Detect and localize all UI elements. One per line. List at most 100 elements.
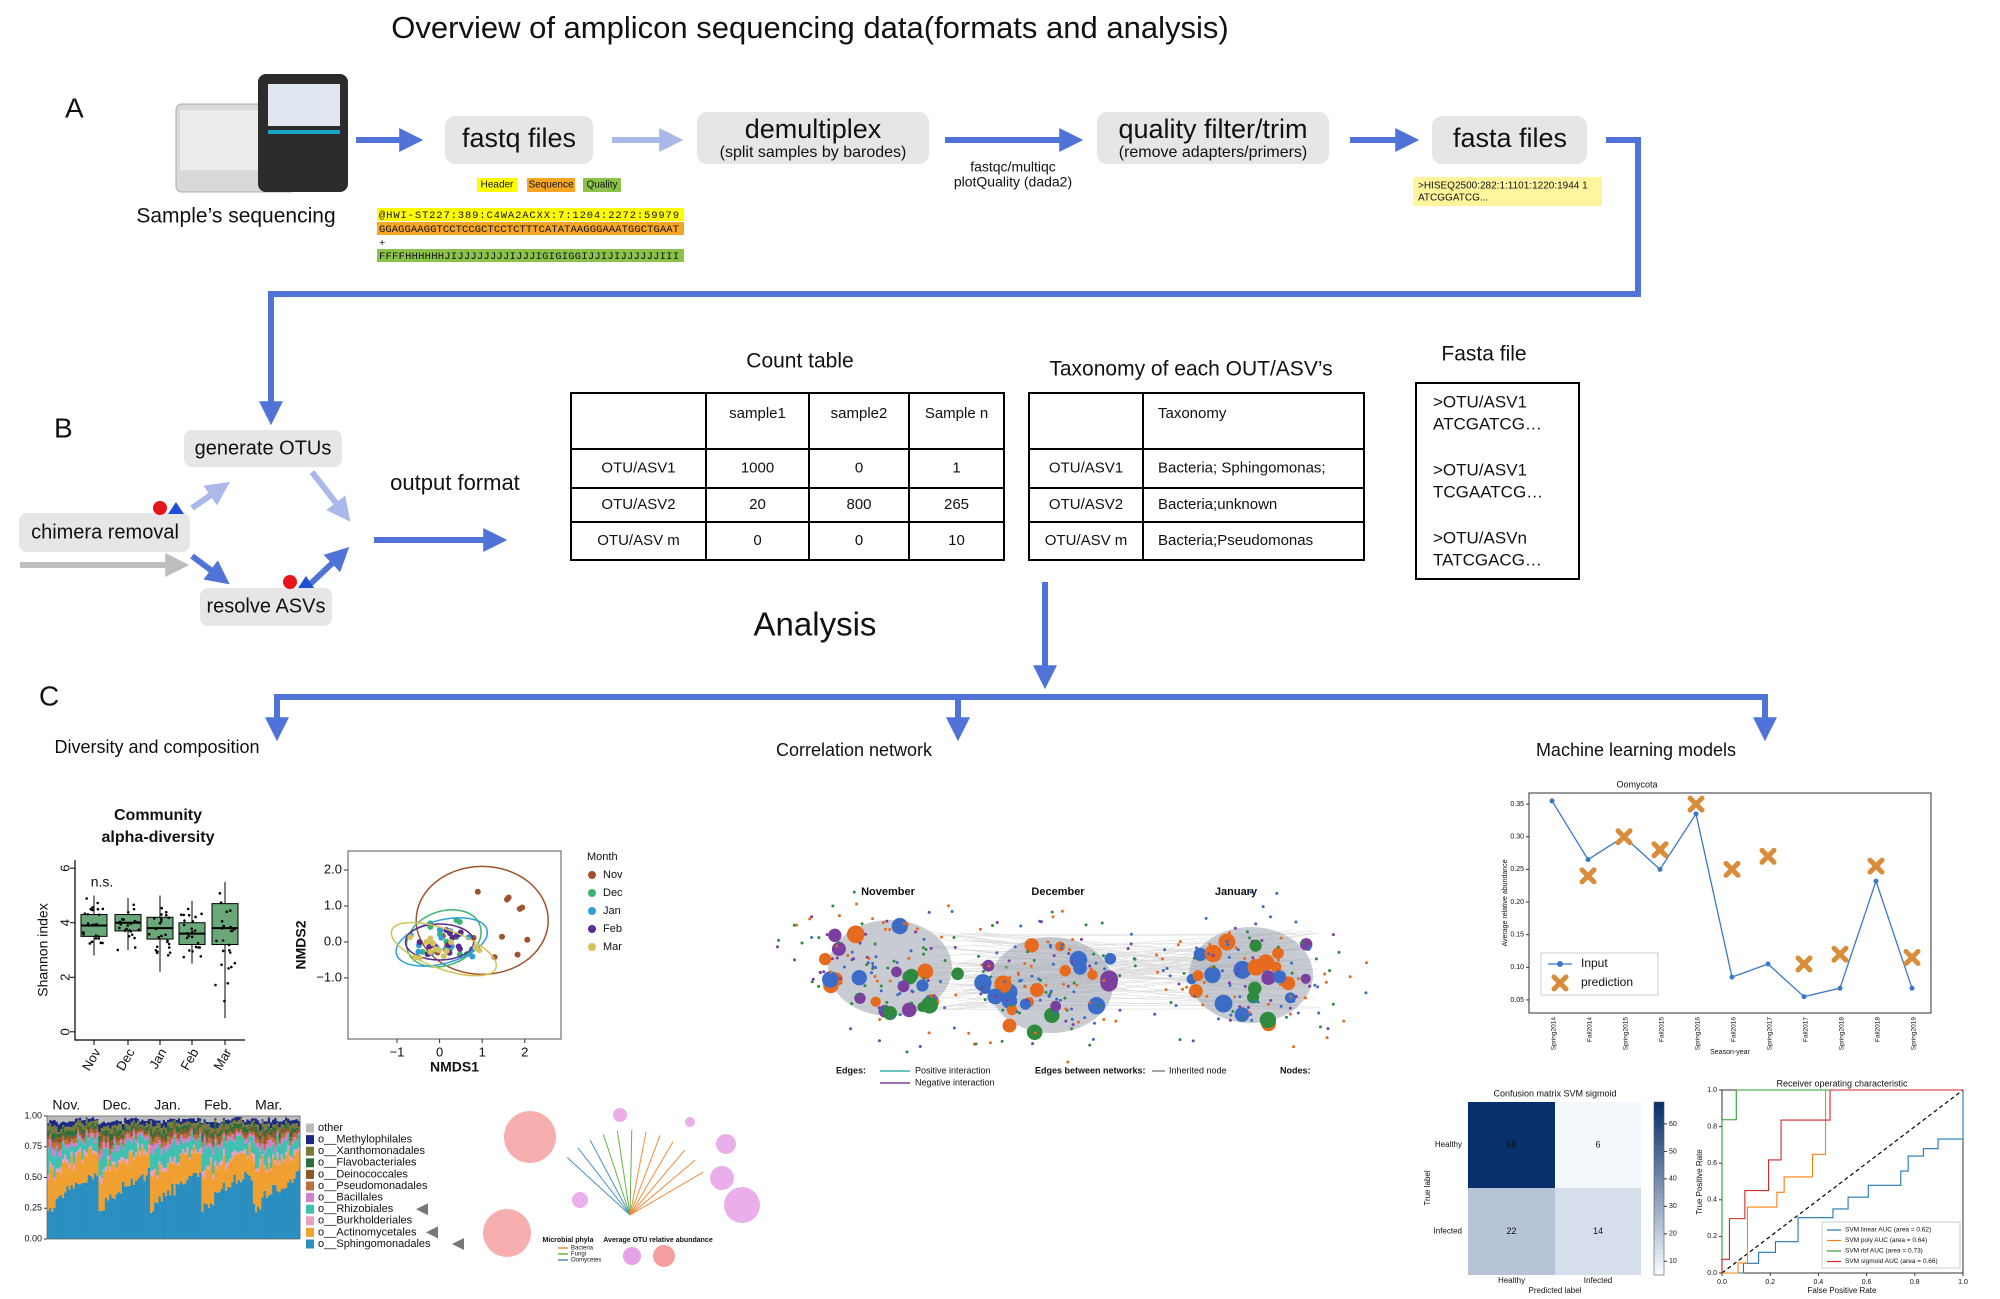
network-node: [1233, 995, 1237, 999]
composition-segment: [192, 1173, 196, 1239]
composition-segment: [164, 1139, 168, 1143]
legend-swatch: [306, 1169, 314, 1179]
network-node: [904, 1013, 908, 1017]
composition-segment: [242, 1122, 245, 1128]
composition-segment: [72, 1170, 76, 1189]
composition-segment: [179, 1135, 183, 1140]
composition-segment: [218, 1144, 221, 1146]
composition-segment: [57, 1151, 61, 1158]
network-node: [1133, 964, 1137, 968]
composition-segment: [164, 1145, 168, 1152]
composition-segment: [284, 1139, 288, 1152]
network-node: [1155, 953, 1159, 957]
network-node: [1178, 940, 1182, 944]
composition-segment: [124, 1117, 127, 1124]
legend-box: [1540, 952, 1659, 996]
composition-segment: [179, 1181, 183, 1239]
composition-segment: [104, 1149, 108, 1167]
composition-segment: [62, 1125, 65, 1127]
composition-segment: [141, 1132, 144, 1137]
fastq-line: @HWI-ST227:389:C4WA2ACXX:7:1204:2272:599…: [379, 210, 679, 222]
composition-segment: [109, 1122, 112, 1129]
jitter-dot: [223, 999, 226, 1003]
network-node: [980, 986, 984, 990]
composition-segment: [248, 1133, 251, 1137]
composition-segment: [214, 1160, 217, 1166]
composition-segment: [216, 1135, 219, 1139]
composition-segment: [128, 1116, 131, 1120]
composition-segment: [265, 1116, 269, 1122]
composition-segment: [282, 1126, 286, 1128]
network-node: [856, 995, 860, 999]
composition-segment: [175, 1144, 179, 1164]
composition-segment: [164, 1151, 168, 1168]
legend-swatch: [306, 1123, 314, 1133]
legend-label: SVM poly AUC (area = 0.64): [1845, 1237, 1927, 1244]
composition-segment: [113, 1136, 116, 1139]
composition-segment: [83, 1144, 86, 1150]
y-tick-label: 0.25: [1510, 866, 1524, 873]
matrix-cell: [1555, 1188, 1641, 1275]
network-node: [946, 904, 950, 908]
composition-segment: [94, 1116, 97, 1120]
network-node: [1054, 1011, 1058, 1015]
y-tick-label: 0.00: [24, 1233, 42, 1243]
legend-swatch: [306, 1181, 314, 1191]
jitter-dot: [155, 951, 159, 955]
tree-branch: [589, 1139, 631, 1216]
composition-segment: [74, 1135, 78, 1138]
jitter-dot: [190, 930, 194, 934]
composition-segment: [47, 1179, 50, 1211]
legend-swatch: [306, 1193, 314, 1203]
network-node: [892, 959, 896, 963]
composition-segment: [92, 1150, 95, 1154]
composition-segment: [186, 1131, 189, 1135]
fasta-box: [1415, 382, 1580, 580]
legend-swatch: [477, 178, 517, 192]
network-node: [881, 1014, 885, 1018]
colorbar-label: 20: [1669, 1231, 1677, 1238]
composition-segment: [199, 1122, 202, 1128]
composition-segment: [154, 1130, 157, 1136]
composition-segment: [248, 1126, 251, 1128]
colorbar-step: [1654, 1145, 1664, 1151]
network-node: [1261, 905, 1265, 909]
composition-segment: [47, 1139, 50, 1147]
composition-segment: [227, 1119, 230, 1125]
legend-label: Jan: [603, 905, 621, 917]
composition-segment: [257, 1147, 260, 1168]
composition-segment: [227, 1116, 230, 1120]
composition-segment: [233, 1128, 236, 1135]
network-node: [1316, 985, 1320, 989]
composition-segment: [62, 1116, 65, 1122]
network-node: [1201, 1003, 1205, 1007]
composition-segment: [207, 1143, 211, 1147]
composition-segment: [164, 1167, 168, 1172]
composition-segment: [130, 1116, 134, 1118]
jitter-dot: [97, 935, 100, 938]
composition-segment: [98, 1180, 101, 1212]
composition-segment: [284, 1131, 288, 1135]
network-node: [985, 978, 989, 982]
composition-segment: [94, 1173, 97, 1239]
fasta-line: >HISEQ2500:282:1:1101:1220:1944 1: [1418, 181, 1588, 192]
network-node: [1337, 950, 1341, 954]
x-tick-label: Fall2016: [1731, 1017, 1738, 1042]
composition-segment: [214, 1119, 217, 1122]
composition-segment: [287, 1182, 290, 1239]
jitter-dot: [91, 923, 94, 927]
composition-segment: [109, 1128, 112, 1134]
jitter-dot: [190, 927, 193, 930]
network-node: [904, 968, 919, 983]
composition-segment: [259, 1151, 262, 1159]
composition-segment: [272, 1124, 275, 1128]
composition-segment: [291, 1157, 294, 1160]
composition-segment: [158, 1161, 161, 1165]
composition-segment: [53, 1125, 56, 1133]
jitter-dot: [119, 923, 123, 926]
composition-segment: [257, 1167, 260, 1172]
composition-segment: [295, 1128, 299, 1131]
composition-segment: [117, 1162, 121, 1193]
composition-segment: [51, 1120, 54, 1127]
composition-segment: [246, 1123, 249, 1129]
